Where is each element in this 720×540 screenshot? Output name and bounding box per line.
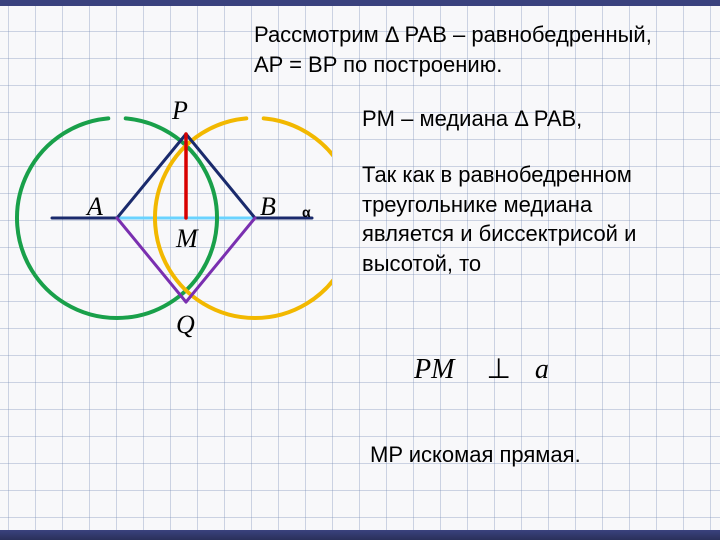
- label-alpha: α: [302, 204, 311, 220]
- top-border: [0, 0, 720, 6]
- label-Q: Q: [176, 310, 195, 340]
- formula-perp: ⊥: [486, 354, 510, 385]
- label-A: A: [87, 192, 103, 222]
- formula-pm-perp-a: PM ⊥ a: [414, 352, 549, 386]
- label-M: M: [176, 224, 198, 254]
- label-B: B: [260, 192, 276, 222]
- text-block-3: Так как в равнобедренномтреугольнике мед…: [362, 160, 636, 279]
- text-block-1: Рассмотрим Δ PAB – равнобедренный,AP = B…: [254, 20, 652, 79]
- geometry-diagram: P A B M Q α: [12, 60, 332, 380]
- label-P: P: [172, 96, 188, 126]
- text-block-2: PM – медиана Δ PAB,: [362, 104, 582, 134]
- text-block-4: MP искомая прямая.: [370, 440, 581, 470]
- bottom-border: [0, 530, 720, 540]
- formula-a: a: [535, 354, 549, 385]
- formula-pm: PM: [414, 354, 454, 385]
